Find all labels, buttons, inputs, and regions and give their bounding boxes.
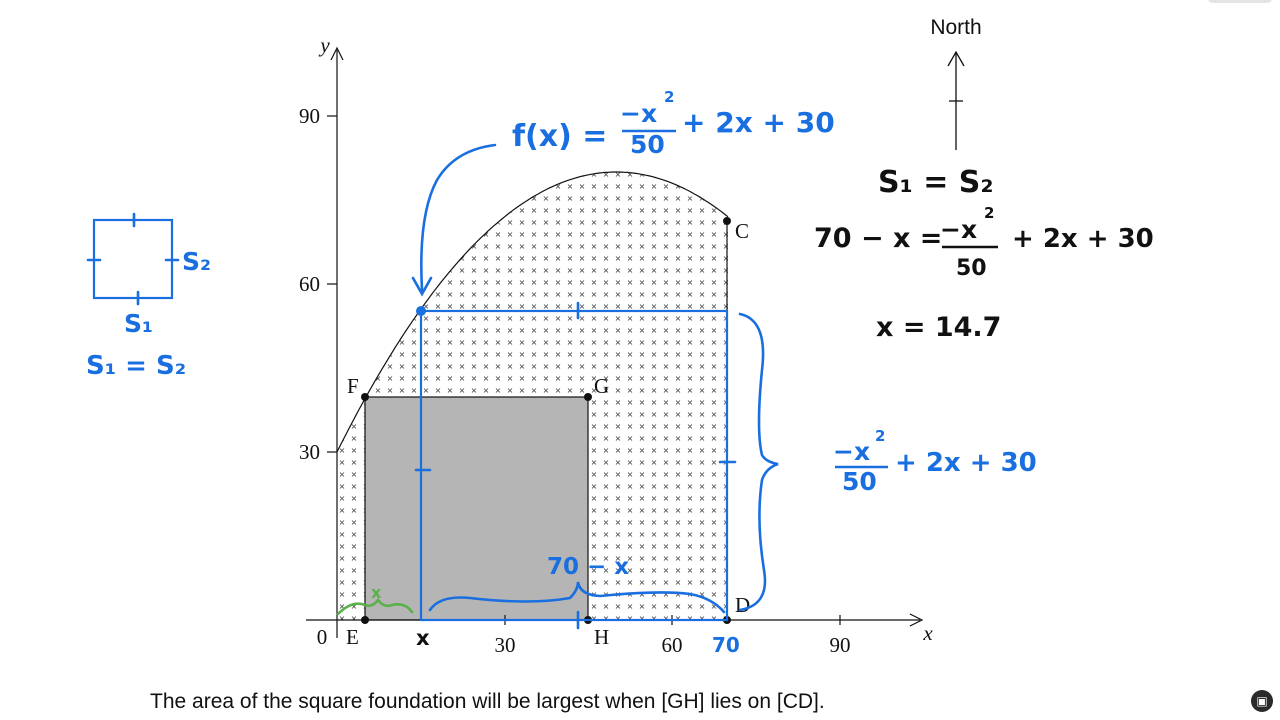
y-axis-arrow xyxy=(330,46,344,61)
side-exp: 2 xyxy=(875,427,885,445)
x-tick-90: 90 xyxy=(830,633,851,657)
origin-label: 0 xyxy=(317,625,328,649)
x-axis-label: x xyxy=(922,621,933,645)
equation-lhs: 70 − x = xyxy=(814,223,942,254)
s2-label: S₂ xyxy=(182,247,211,276)
parabola-curve xyxy=(336,171,729,453)
equation-den: 50 xyxy=(956,256,987,281)
function-exp: 2 xyxy=(664,88,674,106)
s1-eq-s2-label: S₁ = S₂ xyxy=(878,165,994,200)
north-label: North xyxy=(930,16,981,39)
point-label-c: C xyxy=(735,219,749,243)
intersection-point xyxy=(416,306,426,316)
point-label-g: G xyxy=(594,374,609,398)
equation-rhs-tail: + 2x + 30 xyxy=(1012,224,1154,254)
x-mark-label: x xyxy=(416,626,430,650)
side-den: 50 xyxy=(842,467,877,496)
function-tail: + 2x + 30 xyxy=(682,106,835,139)
function-num: −x xyxy=(620,99,657,128)
vertex-dots xyxy=(361,217,731,624)
y-axis-label: y xyxy=(318,33,330,57)
solution-label: x = 14.7 xyxy=(876,312,1001,343)
function-lhs: f(x) = xyxy=(512,119,607,154)
left-eq-label: S₁ = S₂ xyxy=(86,351,186,381)
seventy-label: 70 xyxy=(712,633,740,657)
s1-label: S₁ xyxy=(124,309,153,338)
north-arrow-head xyxy=(947,50,965,67)
green-brace xyxy=(336,597,414,616)
x-axis-arrow xyxy=(909,613,924,627)
axis-ticks xyxy=(327,115,841,625)
pointer-arrow xyxy=(420,143,497,292)
screenshot-icon[interactable]: ▣ xyxy=(1251,690,1273,712)
y-tick-60: 60 xyxy=(299,272,320,296)
blue-ink-layer xyxy=(86,143,779,630)
caption-text: The area of the square foundation will b… xyxy=(150,690,825,713)
y-tick-30: 30 xyxy=(299,440,320,464)
point-label-f: F xyxy=(347,374,359,398)
small-square xyxy=(92,218,174,300)
equation-exp: 2 xyxy=(984,204,994,222)
side-tail: + 2x + 30 xyxy=(895,448,1037,478)
bottom-bracket xyxy=(428,581,726,614)
square-efgh xyxy=(364,396,589,621)
point-label-e: E xyxy=(346,625,359,649)
point-label-h: H xyxy=(594,625,609,649)
equation-num: −x xyxy=(940,215,977,244)
y-tick-90: 90 xyxy=(299,104,320,128)
side-num: −x xyxy=(833,437,870,466)
point-label-d: D xyxy=(735,593,750,617)
bottom-length-label: 70 − x xyxy=(547,554,629,580)
window-handle xyxy=(1208,0,1272,3)
x-tick-60: 60 xyxy=(662,633,683,657)
function-den: 50 xyxy=(630,130,665,159)
x-tick-30: 30 xyxy=(495,633,516,657)
blue-rectangle xyxy=(419,309,729,622)
right-brace xyxy=(738,312,779,612)
green-x-label: x xyxy=(371,583,382,602)
